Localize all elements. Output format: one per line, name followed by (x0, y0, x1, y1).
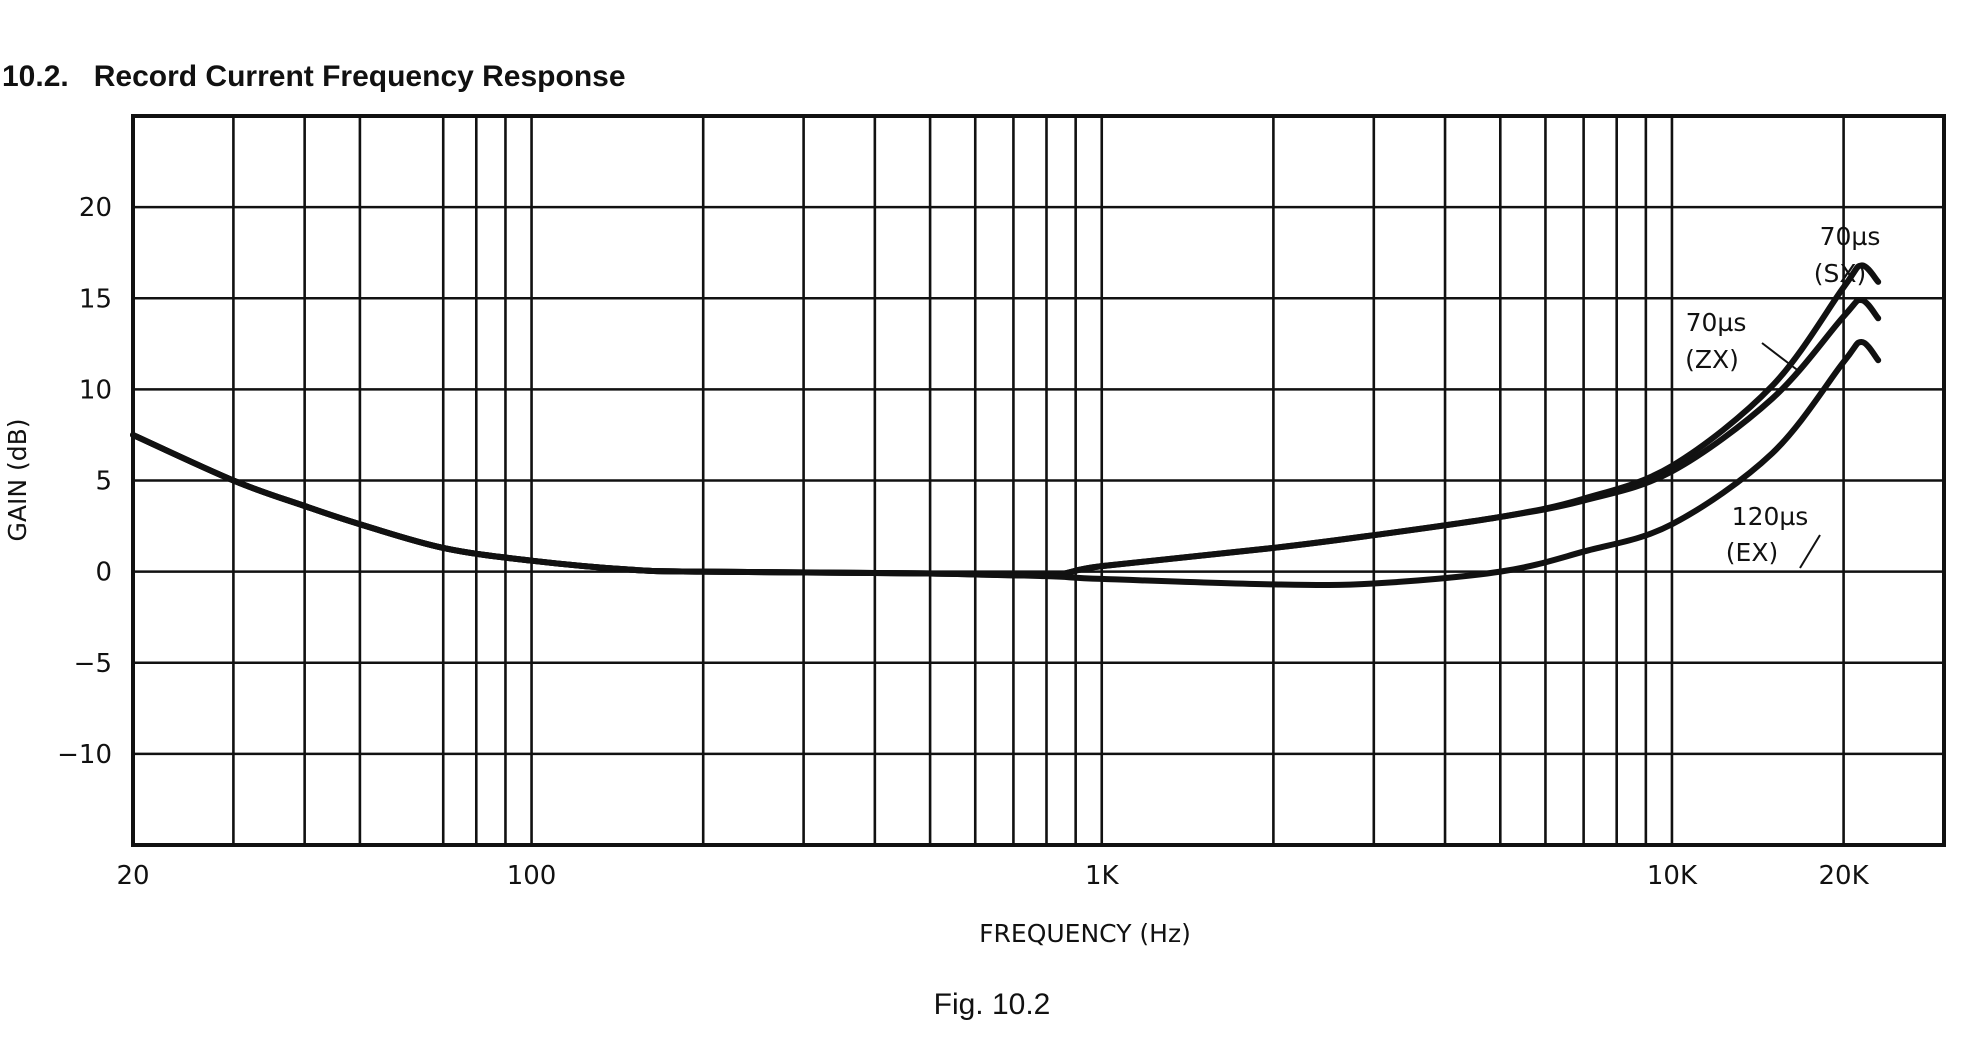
figure-caption: Fig. 10.2 (933, 988, 1051, 1021)
y-tick-label: 0 (95, 558, 112, 588)
y-tick-label: 20 (79, 193, 112, 223)
x-tick-label: 20 (116, 861, 149, 891)
x-tick-label: 20K (1819, 861, 1870, 891)
x-tick-label: 10K (1647, 861, 1698, 891)
tick-labels: 20 100 1K 10K 20K 20 15 10 5 0 −5 −10 (57, 193, 1869, 891)
y-axis-label: GAIN (dB) (3, 418, 32, 541)
plot-frame (131, 114, 1946, 847)
leader-line (1761, 342, 1801, 373)
series-label: (EX) (1726, 538, 1778, 567)
series-label: 70µs (1820, 222, 1881, 251)
x-tick-label: 1K (1085, 861, 1120, 891)
x-axis-label: FREQUENCY (Hz) (979, 919, 1191, 948)
curves (130, 262, 1882, 589)
y-tick-label: 15 (79, 284, 112, 314)
series-label: (ZX) (1685, 345, 1739, 374)
grid (133, 116, 1944, 845)
leader-line (1799, 534, 1821, 569)
series-line (130, 338, 1882, 589)
series-label: 120µs (1732, 502, 1809, 531)
series-label: 70µs (1686, 308, 1747, 337)
x-tick-label: 100 (507, 861, 557, 891)
y-tick-label: −5 (74, 649, 112, 679)
y-tick-label: −10 (57, 740, 112, 770)
series-label: (SX) (1814, 259, 1867, 288)
series-labels: 70µs (SX) 70µs (ZX) 120µs (EX) (1685, 222, 1881, 569)
y-tick-label: 5 (95, 467, 112, 497)
y-tick-label: 10 (79, 375, 112, 405)
chart-title: 10.2. Record Current Frequency Response (2, 60, 626, 93)
